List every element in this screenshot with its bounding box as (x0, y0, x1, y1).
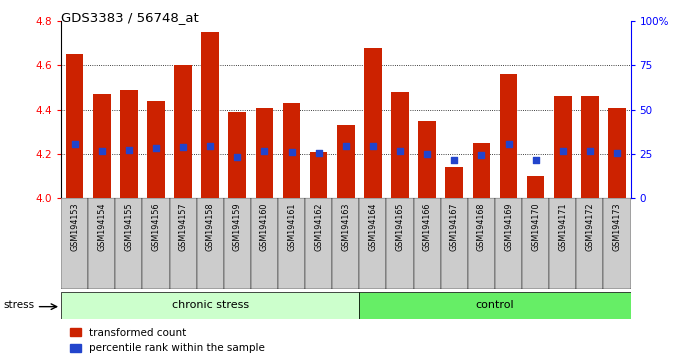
Point (557, 148, 568, 154)
Bar (337, 125, 355, 198)
Text: GSM194168: GSM194168 (477, 203, 486, 251)
Bar (391, 92, 409, 198)
Bar (495, 198, 522, 289)
Bar (608, 108, 626, 198)
Bar (197, 198, 224, 289)
Bar (473, 143, 490, 198)
Point (178, 144, 188, 150)
Bar (120, 90, 138, 198)
Bar (549, 198, 576, 289)
Text: GSM194162: GSM194162 (314, 203, 323, 251)
Text: GSM194160: GSM194160 (260, 203, 269, 251)
Point (286, 149, 297, 155)
Point (584, 148, 595, 154)
Text: GSM194157: GSM194157 (178, 203, 188, 251)
Point (476, 152, 487, 158)
Bar (445, 167, 463, 198)
Text: GSM194154: GSM194154 (97, 203, 106, 251)
Point (151, 145, 161, 151)
Text: GSM194159: GSM194159 (233, 203, 242, 251)
Bar (581, 97, 599, 198)
Bar (500, 74, 517, 198)
Point (259, 148, 270, 154)
Bar (386, 198, 414, 289)
Bar (305, 198, 332, 289)
Bar (147, 101, 165, 198)
Bar (522, 198, 549, 289)
Text: chronic stress: chronic stress (172, 300, 249, 310)
Bar (256, 108, 273, 198)
Text: stress: stress (3, 300, 35, 310)
Bar (61, 198, 88, 289)
Bar (414, 198, 441, 289)
Bar (170, 198, 197, 289)
Bar (251, 198, 278, 289)
Text: GSM194164: GSM194164 (368, 203, 378, 251)
Text: GSM194161: GSM194161 (287, 203, 296, 251)
Point (422, 151, 433, 157)
Text: GSM194153: GSM194153 (70, 203, 79, 251)
Bar (142, 198, 170, 289)
Bar (359, 292, 631, 319)
Bar (93, 94, 111, 198)
Point (395, 148, 405, 154)
Bar (66, 55, 83, 198)
Bar (468, 198, 495, 289)
Point (612, 150, 622, 156)
Bar (359, 198, 386, 289)
Text: GSM194155: GSM194155 (124, 203, 134, 251)
Point (503, 141, 514, 147)
Text: GSM194163: GSM194163 (341, 203, 351, 251)
Bar (310, 152, 327, 198)
Bar (527, 176, 544, 198)
Text: GSM194158: GSM194158 (205, 203, 215, 251)
Text: GDS3383 / 56748_at: GDS3383 / 56748_at (61, 11, 199, 24)
Point (69, 141, 80, 147)
Bar (61, 292, 359, 319)
Bar (418, 121, 436, 198)
Text: GSM194166: GSM194166 (422, 203, 432, 251)
Bar (332, 198, 359, 289)
Legend: transformed count, percentile rank within the sample: transformed count, percentile rank withi… (66, 324, 269, 354)
Bar (283, 103, 300, 198)
Text: control: control (476, 300, 514, 310)
Text: GSM194171: GSM194171 (558, 203, 567, 251)
Bar (576, 198, 603, 289)
Bar (228, 112, 246, 198)
Bar (364, 48, 382, 198)
Point (123, 147, 134, 153)
Bar (441, 198, 468, 289)
Point (530, 157, 541, 162)
Bar (224, 198, 251, 289)
Text: GSM194167: GSM194167 (450, 203, 459, 251)
Point (367, 143, 378, 149)
Point (340, 143, 351, 149)
Bar (278, 198, 305, 289)
Text: GSM194173: GSM194173 (612, 203, 622, 251)
Point (313, 150, 324, 156)
Bar (201, 32, 219, 198)
Text: GSM194170: GSM194170 (531, 203, 540, 251)
Point (449, 157, 460, 162)
Bar (554, 97, 572, 198)
Text: GSM194172: GSM194172 (585, 203, 595, 251)
Text: GSM194165: GSM194165 (395, 203, 405, 251)
Bar (115, 198, 142, 289)
Text: GSM194156: GSM194156 (151, 203, 161, 251)
Point (232, 154, 243, 160)
Point (96, 148, 107, 154)
Bar (603, 198, 631, 289)
Bar (88, 198, 115, 289)
Bar (174, 65, 192, 198)
Point (205, 143, 216, 149)
Text: GSM194169: GSM194169 (504, 203, 513, 251)
